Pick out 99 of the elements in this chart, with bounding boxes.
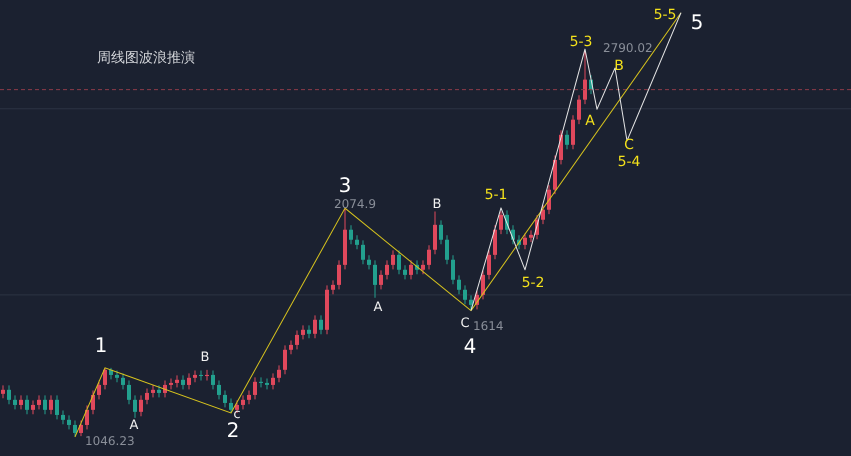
annotation: 1 — [94, 333, 108, 357]
candlestick — [295, 330, 299, 350]
candlestick — [547, 184, 551, 215]
candlestick — [331, 280, 335, 295]
candlestick — [271, 372, 275, 390]
candlestick — [487, 250, 491, 280]
candlestick — [211, 370, 215, 390]
candlestick — [193, 370, 197, 383]
candlestick — [319, 314, 323, 335]
candlestick — [265, 378, 269, 390]
chart-title: 周线图波浪推演 — [97, 49, 195, 67]
candlestick — [229, 398, 233, 414]
candlestick — [403, 264, 407, 280]
text: 5 — [690, 10, 704, 34]
annotation: 5-3 — [570, 34, 592, 50]
candlestick — [523, 232, 527, 250]
candlestick — [289, 340, 293, 355]
annotation: 2074.9 — [334, 197, 376, 211]
candlestick — [181, 374, 185, 390]
candlestick — [127, 380, 131, 405]
candlestick — [1, 384, 5, 399]
candlestick — [37, 394, 41, 410]
annotation: C — [624, 137, 634, 153]
candlestick — [187, 372, 191, 390]
candlestick — [361, 240, 365, 265]
text: 5-5 — [654, 7, 676, 23]
candlestick — [439, 220, 443, 245]
candlestick — [247, 390, 251, 405]
annotation: B — [200, 350, 210, 364]
candlestick — [409, 260, 413, 280]
annotation: 5-1 — [484, 187, 508, 203]
candlestick — [373, 260, 377, 298]
annotation: A — [130, 418, 139, 432]
candlestick — [67, 414, 71, 430]
candlestick — [121, 372, 125, 390]
candlestick — [43, 394, 47, 415]
annotation: C — [460, 316, 470, 330]
annotation: 1614 — [473, 319, 504, 333]
annotation: 3 — [338, 173, 352, 197]
candlestick — [391, 250, 395, 270]
candlestick — [457, 274, 461, 295]
candlestick — [79, 420, 83, 437]
candlestick — [157, 384, 161, 398]
candlestick — [577, 94, 581, 125]
candlestick — [91, 390, 95, 415]
candlestick — [337, 260, 341, 290]
candlestick — [7, 384, 11, 405]
candlestick — [139, 394, 143, 417]
candlestick — [283, 344, 287, 375]
candlestick — [277, 364, 281, 383]
candlestick — [241, 394, 245, 410]
candlestick — [313, 314, 317, 339]
candlestick — [61, 410, 65, 425]
candlestick — [31, 400, 35, 415]
candlestick — [115, 370, 119, 383]
candlestick — [49, 394, 53, 415]
annotation: 4 — [464, 334, 476, 358]
candlestick — [13, 394, 17, 410]
candlestick — [427, 244, 431, 270]
candlestick — [385, 260, 389, 280]
candlestick — [217, 380, 221, 400]
candlestick — [481, 270, 485, 300]
candlestick — [169, 378, 173, 390]
candlestick — [73, 420, 77, 438]
annotation: B — [614, 58, 624, 74]
candlestick — [55, 394, 59, 420]
candlestick — [379, 270, 383, 290]
candlestick — [19, 394, 23, 410]
candlestick — [223, 390, 227, 408]
annotation: 2790.02 — [603, 41, 653, 55]
annotation: A — [585, 113, 596, 129]
candlestick — [103, 367, 107, 390]
candlestick — [253, 376, 257, 400]
candlestick — [133, 394, 137, 418]
candlestick — [151, 384, 155, 398]
annotation: A — [374, 300, 383, 314]
candlestick — [355, 234, 359, 250]
candlestick — [541, 204, 545, 225]
candlestick — [499, 211, 503, 235]
candlestick — [349, 224, 353, 245]
candlestick — [307, 324, 311, 339]
candlestick — [301, 324, 305, 340]
candlestick — [421, 260, 425, 275]
candlestick — [451, 254, 455, 285]
candlestick — [145, 388, 149, 405]
candlestick — [367, 254, 371, 270]
candlestick — [445, 234, 449, 265]
candlestick — [85, 404, 89, 430]
candlestick — [25, 394, 29, 415]
candlestick — [97, 380, 101, 400]
candlestick — [463, 284, 467, 305]
annotation: 5-2 — [522, 275, 544, 291]
candlestick — [397, 250, 401, 275]
candlestick — [469, 294, 473, 312]
annotation: 1046.23 — [85, 434, 135, 448]
annotation: 5-4 — [618, 154, 641, 170]
candlestick — [565, 130, 569, 150]
candlestick — [175, 374, 179, 388]
annotation: B — [432, 196, 442, 212]
